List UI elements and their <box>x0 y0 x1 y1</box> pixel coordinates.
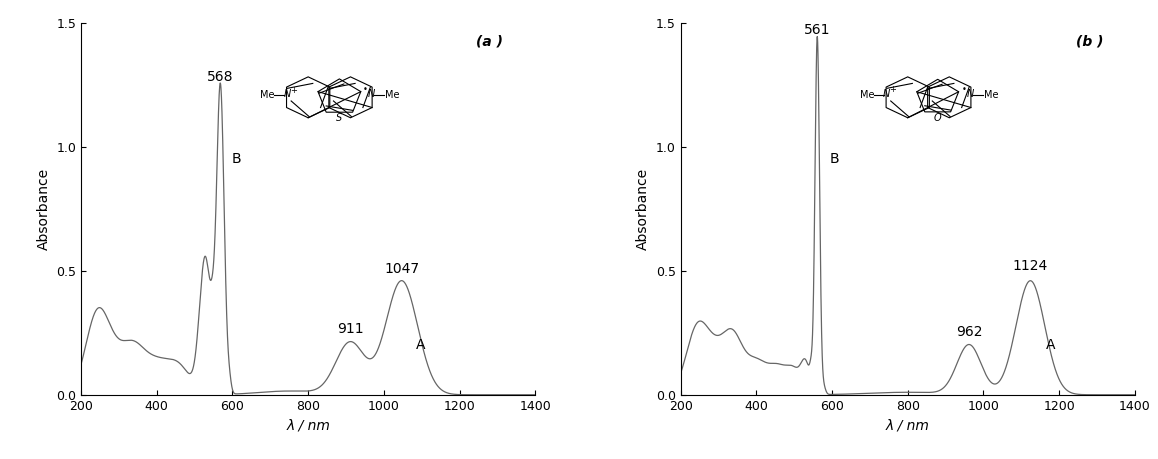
Text: Me: Me <box>984 90 998 100</box>
Text: •: • <box>364 85 368 94</box>
Text: 561: 561 <box>804 22 830 37</box>
Text: (b ): (b ) <box>1076 34 1104 48</box>
Text: S: S <box>336 113 343 123</box>
Text: A: A <box>416 338 425 352</box>
Text: N: N <box>967 89 974 99</box>
Text: Me: Me <box>384 90 400 100</box>
X-axis label: λ / nm: λ / nm <box>286 418 330 432</box>
Text: N: N <box>368 89 375 99</box>
X-axis label: λ / nm: λ / nm <box>886 418 930 432</box>
Text: Me: Me <box>859 90 874 100</box>
Text: (a ): (a ) <box>476 34 504 48</box>
Text: B: B <box>232 152 241 166</box>
Text: B: B <box>829 152 840 166</box>
Y-axis label: Absorbance: Absorbance <box>636 168 650 250</box>
Y-axis label: Absorbance: Absorbance <box>37 168 51 250</box>
Text: 911: 911 <box>337 323 364 336</box>
Text: A: A <box>1046 338 1055 352</box>
Text: 568: 568 <box>207 70 234 84</box>
Text: +: + <box>889 85 896 94</box>
Text: N: N <box>882 89 891 99</box>
Text: 1047: 1047 <box>384 262 419 276</box>
Text: 1124: 1124 <box>1013 259 1048 273</box>
Text: 962: 962 <box>955 325 982 339</box>
Text: O: O <box>933 112 941 123</box>
Text: Me: Me <box>259 90 274 100</box>
Text: •: • <box>962 85 967 94</box>
Text: +: + <box>290 86 296 95</box>
Text: N: N <box>284 89 291 99</box>
